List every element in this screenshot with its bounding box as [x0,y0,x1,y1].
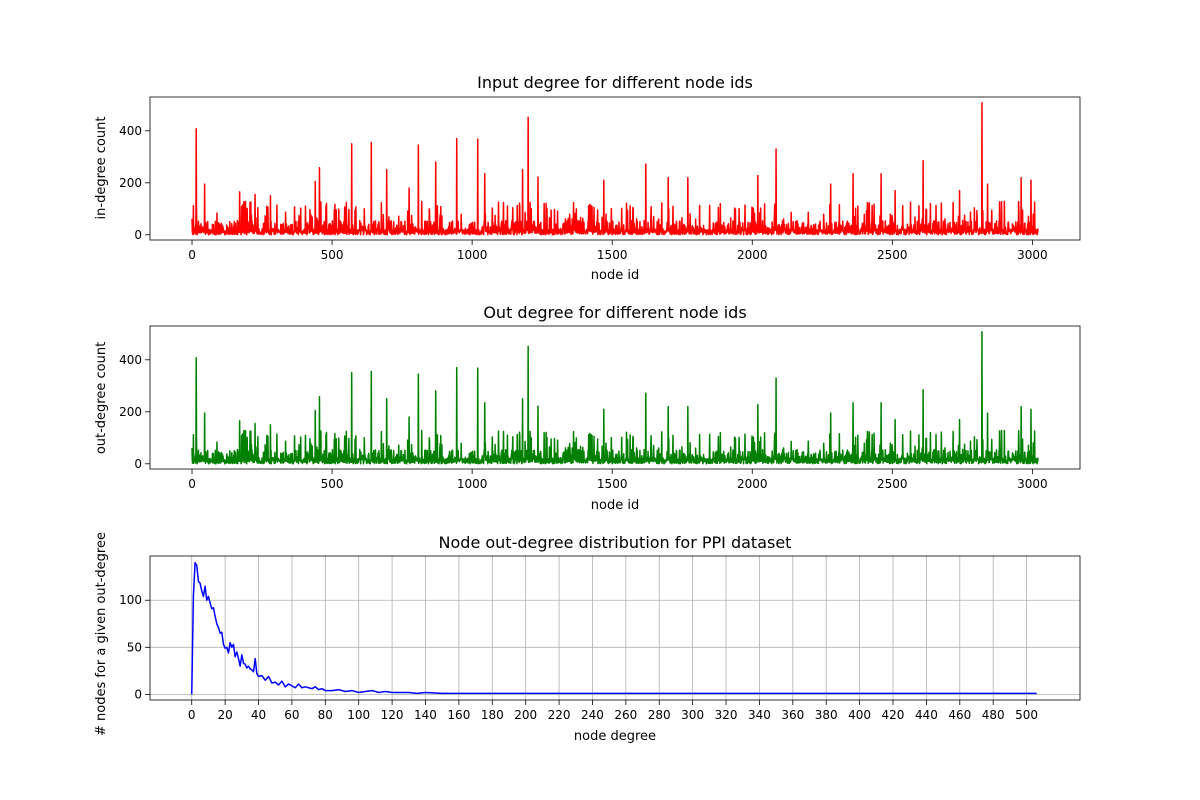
x-tick-label: 60 [284,708,299,722]
x-tick-label: 320 [715,708,738,722]
subplot-in-degree: Input degree for different node ids node… [94,73,1081,283]
x-tick-label: 100 [347,708,370,722]
x-tick-label: 3000 [1017,477,1048,491]
x-tick-label: 80 [318,708,333,722]
x-axis-label: node degree [574,729,656,744]
subplot-title: Out degree for different node ids [483,303,746,322]
subplot-degree-distribution: Node out-degree distribution for PPI dat… [94,532,1081,744]
subplot-title: Node out-degree distribution for PPI dat… [439,533,792,552]
x-tick-label: 20 [217,708,232,722]
x-tick-label: 3000 [1017,248,1048,262]
x-tick-label: 260 [614,708,637,722]
y-tick-label: 200 [119,176,142,190]
x-tick-label: 1000 [457,248,488,262]
x-tick-label: 200 [514,708,537,722]
x-tick-label: 40 [251,708,266,722]
y-tick-label: 400 [119,124,142,138]
x-tick-label: 500 [321,477,344,491]
y-tick-label: 0 [134,228,142,242]
x-tick-label: 420 [882,708,905,722]
subplot-out-degree: Out degree for different node ids node i… [94,303,1081,513]
y-axis-label: out-degree count [94,342,109,454]
x-tick-label: 460 [948,708,971,722]
axes-frame [149,555,1081,701]
x-tick-label: 0 [188,477,196,491]
y-tick-label: 100 [119,593,142,607]
x-tick-label: 1000 [457,477,488,491]
x-tick-label: 1500 [597,248,628,262]
x-tick-label: 0 [188,708,196,722]
x-tick-label: 180 [481,708,504,722]
subplot-title: Input degree for different node ids [477,73,753,92]
x-tick-label: 340 [748,708,771,722]
x-tick-label: 500 [1015,708,1038,722]
x-tick-label: 120 [381,708,404,722]
x-axis-label: node id [591,498,639,513]
y-tick-label: 0 [134,687,142,701]
x-tick-label: 2000 [737,477,768,491]
x-tick-label: 500 [321,248,344,262]
x-tick-label: 240 [581,708,604,722]
x-tick-label: 1500 [597,477,628,491]
x-tick-label: 440 [915,708,938,722]
series-line [191,101,1039,236]
x-tick-label: 300 [681,708,704,722]
x-tick-label: 280 [648,708,671,722]
series-line [190,561,1037,695]
x-tick-label: 2500 [877,248,908,262]
x-tick-label: 220 [548,708,571,722]
axes-frame [149,96,1081,241]
x-tick-label: 140 [414,708,437,722]
x-tick-label: 160 [447,708,470,722]
y-tick-label: 400 [119,353,142,367]
x-tick-label: 2500 [877,477,908,491]
x-tick-label: 2000 [737,248,768,262]
y-axis-label: in-degree count [94,117,109,220]
y-tick-label: 200 [119,405,142,419]
axes-frame [149,325,1081,470]
x-tick-label: 380 [815,708,838,722]
x-axis-label: node id [591,268,639,283]
x-tick-label: 480 [982,708,1005,722]
y-tick-label: 0 [134,457,142,471]
x-tick-label: 0 [188,248,196,262]
series-line [191,330,1039,465]
y-axis-label: # nodes for a given out-degree [94,532,109,736]
y-tick-label: 50 [127,640,142,654]
x-tick-label: 360 [781,708,804,722]
x-tick-label: 400 [848,708,871,722]
